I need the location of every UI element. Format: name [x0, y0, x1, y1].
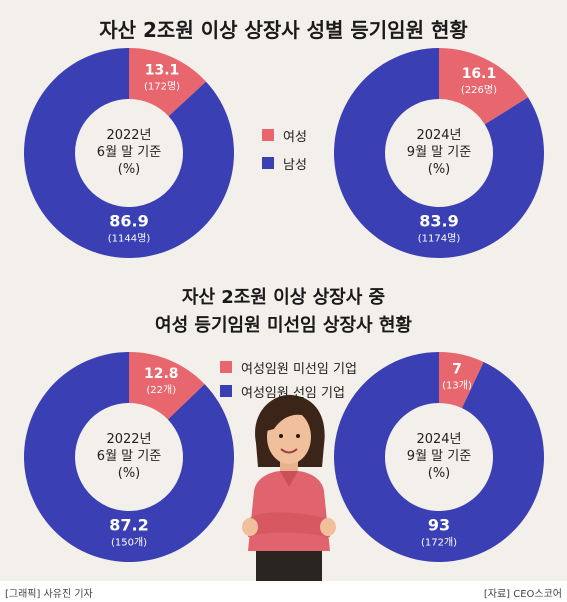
legend-swatch-pink — [262, 129, 274, 141]
donut-slice-pink — [129, 351, 205, 420]
donut-slice-pink — [439, 48, 529, 125]
data-label-value: 13.1 — [145, 62, 180, 78]
center-label-line: (%) — [117, 466, 141, 481]
chart-title-bottom-line2: 여성 등기임원 미선임 상장사 현황 — [155, 315, 412, 336]
center-label-line: (%) — [427, 466, 451, 481]
center-label-line: 2024년 — [416, 432, 462, 447]
data-label-value: 87.2 — [109, 516, 148, 535]
data-label-value: 12.8 — [144, 366, 179, 382]
legend-label: 여성임원 선임 기업 — [241, 385, 345, 401]
infographic-panel: 자산 2조원 이상 상장사 성별 등기임원 현황 자산 2조원 이상 상장사 중… — [0, 0, 567, 581]
donut-center-label-2022-companies: 2022년 6월 말 기준 (%) — [74, 431, 184, 482]
data-label-count: (13개) — [442, 379, 472, 391]
data-label-value: 7 — [452, 361, 462, 377]
center-label-line: (%) — [427, 162, 451, 177]
donut-center-label-2024-companies: 2024년 9월 말 기준 (%) — [384, 431, 494, 482]
data-label-count: (172개) — [421, 537, 457, 549]
center-label-line: (%) — [117, 162, 141, 177]
legend-swatch-blue — [262, 157, 274, 169]
legend-item-has-female-exec: 여성임원 선임 기업 — [220, 379, 357, 403]
data-label-value: 93 — [428, 516, 450, 535]
data-label-count: (226명) — [461, 84, 497, 96]
center-label-line: 6월 말 기준 — [96, 449, 162, 464]
center-label-line: 2022년 — [106, 128, 152, 143]
donut-charts: 13.1 (172명) 86.9 (1144명) 16.1 (226명) 83.9 (1174… — [23, 48, 544, 562]
center-label-line: 2022년 — [106, 432, 152, 447]
donut-slice-pink — [129, 48, 206, 117]
legend-label: 여성임원 미선임 기업 — [241, 361, 357, 377]
footer-credit: [그래픽] 사유진 기자 — [5, 589, 93, 600]
data-label-count: (172명) — [144, 80, 180, 92]
center-label-line: 6월 말 기준 — [96, 145, 162, 160]
chart-title-bottom-line1: 자산 2조원 이상 상장사 중 — [181, 287, 386, 308]
data-label-value: 83.9 — [419, 212, 458, 231]
legend-label: 남성 — [283, 157, 307, 173]
donut-center-label-2024-gender: 2024년 9월 말 기준 (%) — [384, 127, 494, 178]
donut-slice-blue — [23, 351, 234, 562]
donut-slice-blue — [23, 48, 234, 258]
data-label-value: 86.9 — [109, 212, 148, 231]
legend-item-male: 남성 — [262, 151, 307, 175]
legend-label: 여성 — [283, 129, 307, 145]
donut-center-label-2022-gender: 2022년 6월 말 기준 (%) — [74, 127, 184, 178]
legend-swatch-pink — [220, 361, 232, 373]
data-label-count: (1144명) — [108, 233, 151, 245]
donut-slice-blue — [333, 352, 544, 562]
legend-swatch-blue — [220, 385, 232, 397]
data-label-count: (22개) — [146, 384, 176, 396]
donut-slice-pink — [439, 352, 484, 409]
legend-item-no-female-exec: 여성임원 미선임 기업 — [220, 355, 357, 379]
footer-source: [자료] CEO스코어 — [483, 589, 562, 600]
donut-slice-blue — [334, 48, 544, 258]
data-label-count: (1174명) — [418, 233, 461, 245]
center-label-line: 9월 말 기준 — [406, 145, 472, 160]
woman-illustration — [242, 394, 336, 581]
center-label-line: 9월 말 기준 — [406, 449, 472, 464]
chart-title-top: 자산 2조원 이상 상장사 성별 등기임원 현황 — [99, 18, 468, 42]
center-label-line: 2024년 — [416, 128, 462, 143]
legend-gender: 여성 남성 — [262, 123, 307, 175]
data-label-count: (150개) — [111, 537, 147, 549]
legend-companies: 여성임원 미선임 기업 여성임원 선임 기업 — [220, 355, 357, 403]
data-label-value: 16.1 — [462, 66, 497, 82]
legend-item-female: 여성 — [262, 123, 307, 147]
